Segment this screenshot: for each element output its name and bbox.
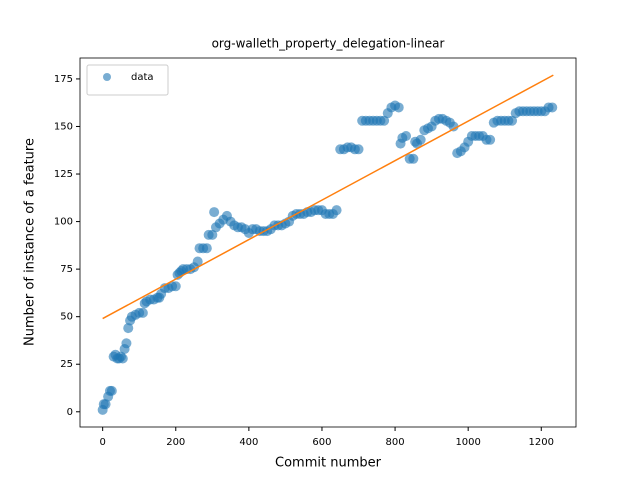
y-tick-label: 75	[60, 264, 73, 275]
data-point	[106, 385, 117, 396]
x-axis-label: Commit number	[275, 456, 382, 471]
data-point	[393, 102, 404, 113]
x-tick-label: 600	[312, 437, 331, 448]
data-point	[209, 207, 220, 218]
data-point	[121, 338, 132, 349]
data-point	[331, 205, 342, 216]
data-point	[100, 399, 111, 410]
data-point	[379, 115, 390, 126]
data-point	[448, 121, 459, 132]
legend-box	[86, 64, 169, 96]
data-point	[123, 323, 134, 334]
chart-title: org-walleth_property_delegation-linear	[212, 37, 445, 51]
data-point	[547, 102, 558, 113]
legend-label: data	[131, 72, 154, 83]
x-tick-label: 1200	[529, 437, 554, 448]
data-point	[353, 144, 364, 155]
x-tick-label: 0	[99, 437, 105, 448]
y-axis-label: Number of instance of a feature	[23, 138, 38, 346]
x-tick-label: 400	[239, 437, 258, 448]
y-tick-label: 100	[54, 217, 73, 228]
data-point	[507, 115, 518, 126]
x-tick-label: 200	[166, 437, 185, 448]
data-point	[192, 256, 203, 267]
legend-marker	[103, 73, 111, 81]
data-point	[415, 134, 426, 145]
axes-frame	[79, 57, 577, 428]
data-point	[201, 243, 212, 254]
data-point	[137, 307, 148, 318]
data-point	[117, 353, 128, 364]
y-tick-label: 50	[60, 312, 73, 323]
data-point	[401, 130, 412, 141]
y-tick-label: 25	[60, 359, 73, 370]
fit-line	[102, 74, 554, 320]
data-point	[170, 281, 181, 292]
x-tick-label: 800	[386, 437, 405, 448]
data-point	[485, 134, 496, 145]
x-tick-label: 1000	[455, 437, 480, 448]
y-tick-label: 125	[54, 169, 73, 180]
y-tick-label: 0	[67, 407, 73, 418]
y-tick-label: 150	[54, 121, 73, 132]
data-point	[207, 229, 218, 240]
y-tick-label: 175	[54, 74, 73, 85]
data-point	[408, 153, 419, 164]
